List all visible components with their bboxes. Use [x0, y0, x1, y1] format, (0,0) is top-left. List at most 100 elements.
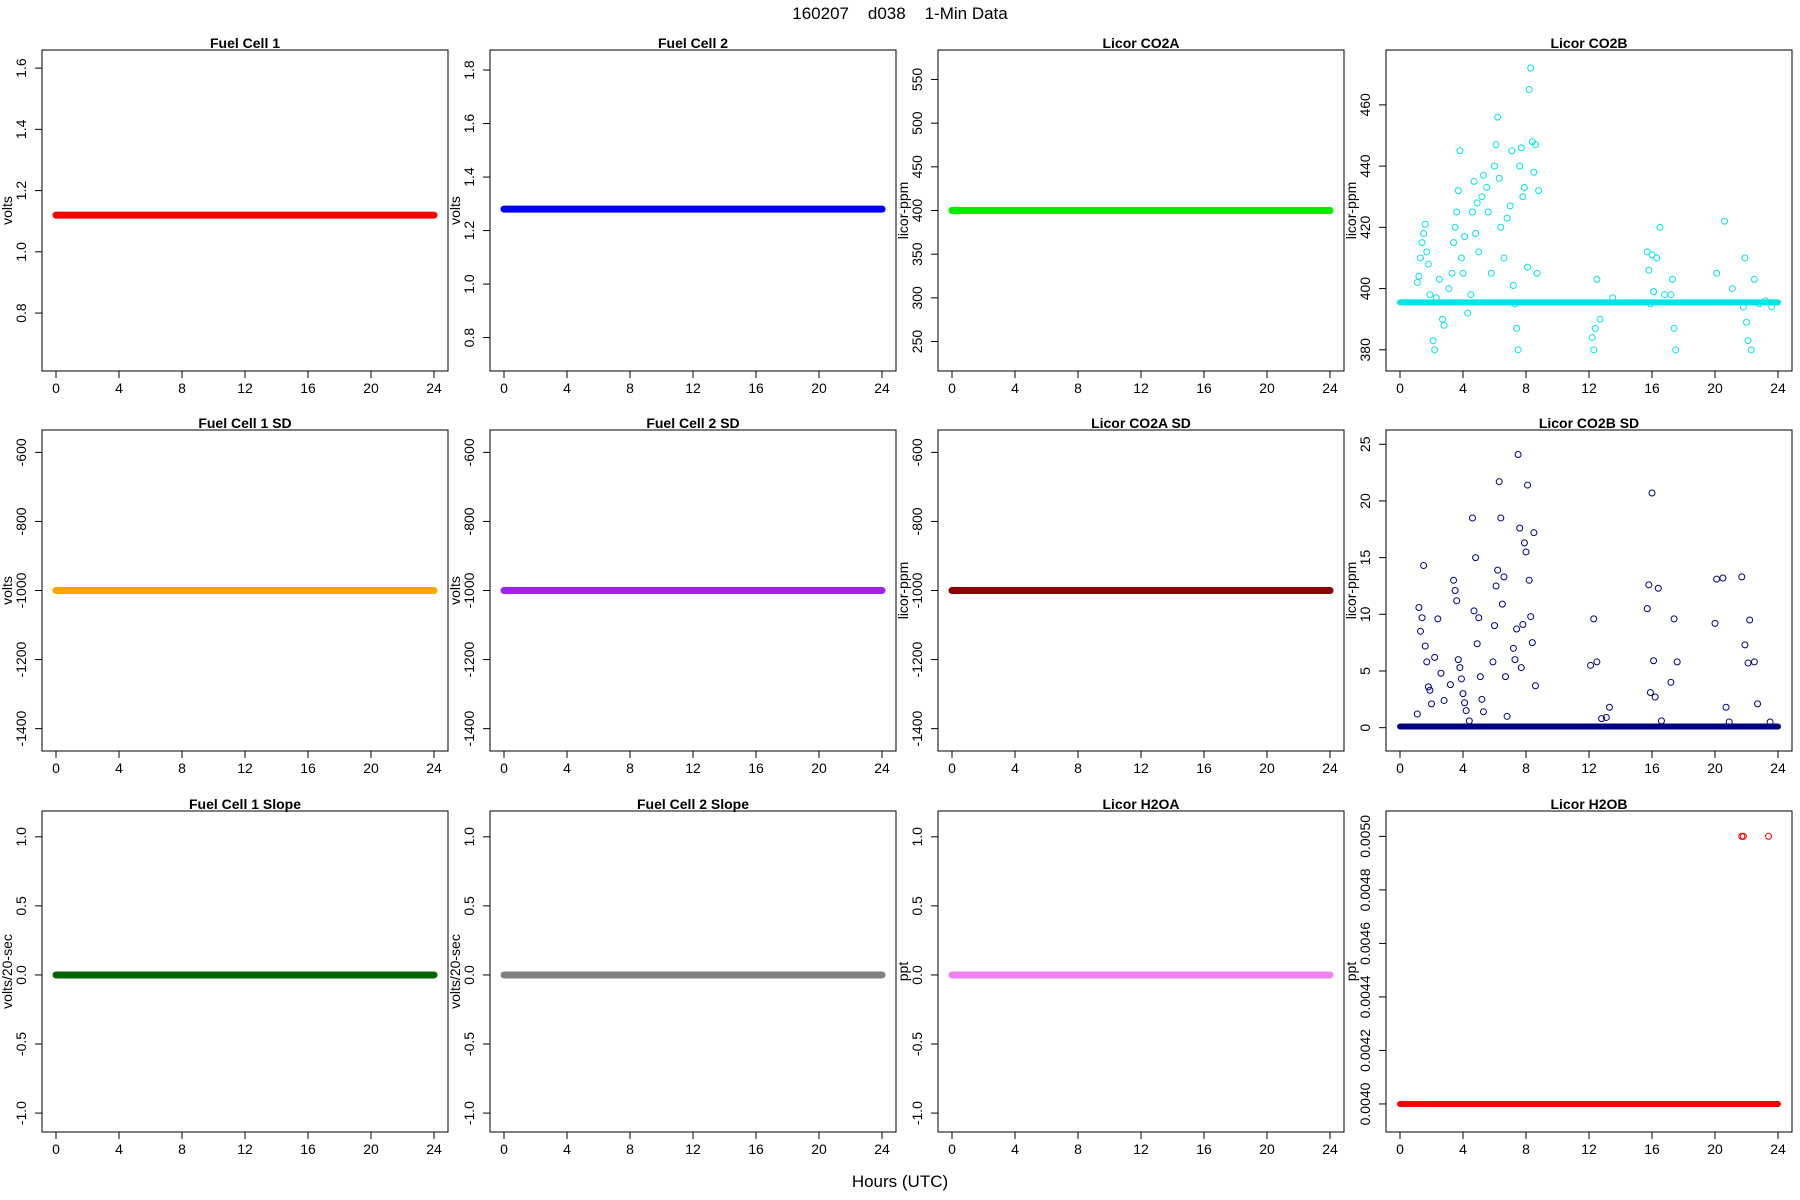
data-point: [1525, 86, 1533, 94]
y-tick-label: -1200: [13, 641, 29, 677]
y-tick-label: -0.5: [909, 1032, 925, 1056]
data-point: [1415, 604, 1423, 612]
x-tick-label: 20: [811, 380, 827, 396]
y-axis-label: volts/20-sec: [0, 934, 15, 1009]
data-point: [1459, 269, 1467, 277]
data-point: [1593, 658, 1601, 666]
x-tick-label: 20: [811, 760, 827, 776]
data-point: [1420, 229, 1428, 237]
x-tick-label: 4: [115, 760, 123, 776]
data-point: [1424, 260, 1432, 268]
x-tick-label: 8: [1074, 380, 1082, 396]
panel-title: Licor CO2B SD: [1539, 415, 1639, 431]
x-tick-label: 20: [1259, 1141, 1275, 1157]
data-point: [1657, 717, 1665, 725]
data-point: [1503, 214, 1511, 222]
y-tick-label: 1.0: [13, 242, 29, 262]
data-point: [1478, 695, 1486, 703]
data-point: [1524, 481, 1532, 489]
y-tick-label: 0.0: [13, 965, 29, 985]
y-tick-label: 380: [1357, 338, 1373, 362]
data-point: [1739, 832, 1747, 840]
panel-10: Fuel Cell 2 Slope 0 4 8 12 16 20 24 -1.0 -0.5 0.0 0…: [447, 796, 897, 1157]
panel-title: Fuel Cell 2 Slope: [637, 796, 749, 812]
x-tick-label: 20: [363, 380, 379, 396]
data-point: [1457, 675, 1465, 683]
data-point: [1741, 254, 1749, 262]
data-point: [1506, 202, 1514, 210]
data-point: [1415, 272, 1423, 280]
data-point: [1648, 489, 1656, 497]
x-tick-label: 0: [1396, 1141, 1404, 1157]
data-point: [1445, 285, 1453, 293]
y-tick-label: 550: [909, 68, 925, 92]
data-point: [1491, 622, 1498, 630]
x-tick-label: 4: [563, 760, 571, 776]
data-point: [1424, 683, 1432, 691]
data-point: [1609, 294, 1617, 302]
y-tick-label: -1200: [461, 641, 477, 677]
y-tick-label: 400: [1357, 277, 1373, 301]
y-tick-label: -0.5: [13, 1032, 29, 1056]
panel-title: Fuel Cell 1: [210, 35, 280, 51]
data-point: [1498, 600, 1506, 608]
data-point: [1492, 141, 1500, 149]
data-point: [1725, 718, 1733, 726]
data-point: [1590, 346, 1598, 354]
data-point: [1667, 678, 1675, 686]
y-axis-label: volts: [0, 576, 15, 605]
x-tick-label: 12: [237, 1141, 253, 1157]
data-point: [1450, 576, 1458, 584]
data-point: [1511, 300, 1519, 308]
y-tick-label: -1000: [13, 572, 29, 608]
x-tick-label: 4: [115, 380, 123, 396]
x-tick-label: 24: [1322, 380, 1338, 396]
x-tick-label: 4: [1011, 760, 1019, 776]
y-axis-label: licor-ppm: [1343, 562, 1359, 620]
x-tick-label: 16: [1196, 760, 1212, 776]
data-point: [1468, 514, 1476, 522]
x-tick-label: 16: [1196, 1141, 1212, 1157]
x-tick-label: 16: [1644, 380, 1660, 396]
data-point: [1440, 321, 1448, 329]
x-tick-label: 0: [948, 760, 956, 776]
x-tick-label: 24: [874, 380, 890, 396]
x-tick-label: 20: [1707, 760, 1723, 776]
x-tick-label: 8: [1522, 1141, 1530, 1157]
data-point: [1602, 713, 1610, 721]
x-tick-label: 8: [1074, 1141, 1082, 1157]
y-tick-label: 0.5: [461, 896, 477, 916]
data-point: [1461, 233, 1469, 241]
y-tick-label: 0.5: [909, 896, 925, 916]
data-point: [1454, 656, 1462, 664]
x-tick-label: 12: [237, 380, 253, 396]
x-tick-label: 12: [685, 1141, 701, 1157]
y-tick-label: 1.4: [13, 119, 29, 139]
panel-5: Fuel Cell 1 SD 0 4 8 12 16 20 24 -1400 -1200 -1000…: [0, 415, 449, 776]
y-tick-label: 0.0046: [1357, 922, 1373, 965]
data-point: [1434, 615, 1442, 623]
y-tick-label: 420: [1357, 215, 1373, 239]
panel-8: Licor CO2B SD 0 4 8 12 16 20 24 0 5 10 15 20 25 licor-…: [1343, 415, 1793, 776]
x-axis-label: Hours (UTC): [851, 1172, 949, 1191]
x-tick-label: 4: [563, 1141, 571, 1157]
data-point: [1668, 275, 1676, 283]
data-point: [1470, 607, 1478, 615]
data-point: [1494, 113, 1502, 121]
data-point: [1522, 548, 1530, 556]
data-point: [1472, 229, 1480, 237]
y-tick-label: 1.0: [461, 827, 477, 847]
data-point: [1487, 269, 1495, 277]
y-tick-label: -800: [461, 507, 477, 535]
x-tick-label: 16: [748, 1141, 764, 1157]
y-tick-label: 1.8: [461, 60, 477, 80]
data-point: [1508, 147, 1516, 155]
data-point: [1478, 193, 1486, 201]
y-tick-label: 0.0044: [1357, 975, 1373, 1018]
x-tick-label: 16: [1644, 760, 1660, 776]
data-point: [1450, 239, 1458, 247]
x-tick-label: 16: [300, 380, 316, 396]
data-point: [1467, 291, 1475, 299]
data-point: [1451, 223, 1459, 231]
x-tick-label: 12: [1133, 760, 1149, 776]
